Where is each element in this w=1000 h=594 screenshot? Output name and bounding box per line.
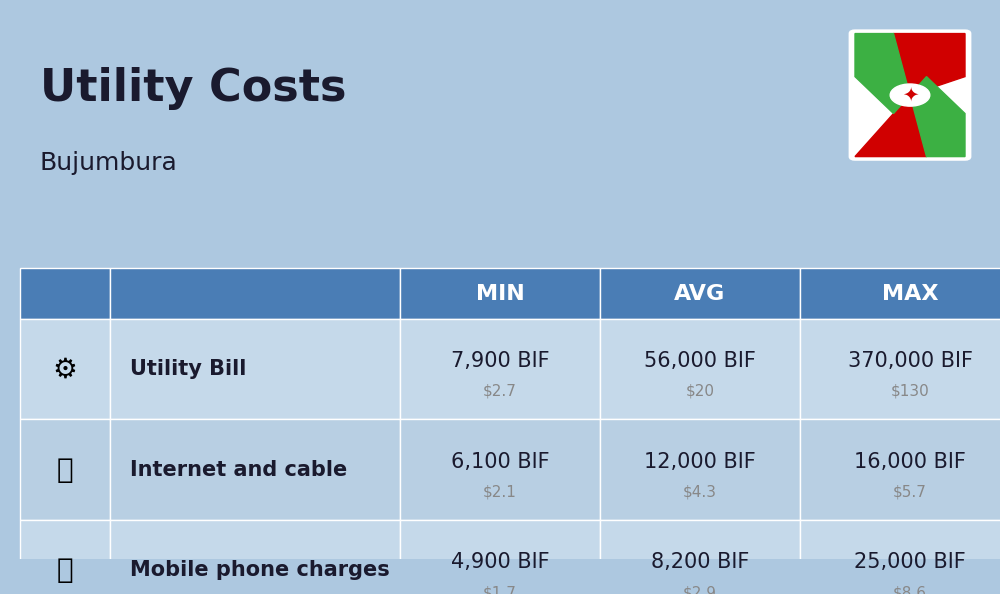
FancyBboxPatch shape xyxy=(400,268,600,319)
Polygon shape xyxy=(910,77,965,157)
Text: Mobile phone charges: Mobile phone charges xyxy=(130,560,390,580)
Text: Internet and cable: Internet and cable xyxy=(130,460,347,480)
FancyBboxPatch shape xyxy=(110,268,400,319)
Circle shape xyxy=(890,84,930,106)
Text: MIN: MIN xyxy=(476,283,524,304)
Text: AVG: AVG xyxy=(674,283,726,304)
Text: $4.3: $4.3 xyxy=(683,485,717,500)
Text: 8,200 BIF: 8,200 BIF xyxy=(651,552,749,573)
Text: Utility Bill: Utility Bill xyxy=(130,359,246,379)
FancyBboxPatch shape xyxy=(800,319,1000,419)
Text: $130: $130 xyxy=(891,384,929,399)
FancyBboxPatch shape xyxy=(20,520,110,594)
FancyBboxPatch shape xyxy=(110,319,400,419)
FancyBboxPatch shape xyxy=(20,319,110,419)
Text: $1.7: $1.7 xyxy=(483,585,517,594)
FancyBboxPatch shape xyxy=(800,419,1000,520)
Text: $2.9: $2.9 xyxy=(683,585,717,594)
Text: 📶: 📶 xyxy=(57,456,73,484)
FancyBboxPatch shape xyxy=(400,520,600,594)
Polygon shape xyxy=(855,33,910,113)
Text: $2.7: $2.7 xyxy=(483,384,517,399)
Text: 370,000 BIF: 370,000 BIF xyxy=(848,351,972,371)
Text: ⚙: ⚙ xyxy=(53,355,77,383)
Polygon shape xyxy=(855,95,926,157)
Text: 📱: 📱 xyxy=(57,557,73,584)
FancyBboxPatch shape xyxy=(800,520,1000,594)
Text: $8.6: $8.6 xyxy=(893,585,927,594)
Text: Utility Costs: Utility Costs xyxy=(40,67,347,110)
FancyBboxPatch shape xyxy=(20,268,110,319)
Text: MAX: MAX xyxy=(882,283,938,304)
FancyBboxPatch shape xyxy=(110,419,400,520)
FancyBboxPatch shape xyxy=(400,319,600,419)
FancyBboxPatch shape xyxy=(600,268,800,319)
FancyBboxPatch shape xyxy=(600,520,800,594)
Polygon shape xyxy=(894,33,965,95)
Text: 16,000 BIF: 16,000 BIF xyxy=(854,451,966,472)
FancyBboxPatch shape xyxy=(850,31,970,159)
Text: $2.1: $2.1 xyxy=(483,485,517,500)
Text: $20: $20 xyxy=(686,384,714,399)
FancyBboxPatch shape xyxy=(800,268,1000,319)
Text: 4,900 BIF: 4,900 BIF xyxy=(451,552,549,573)
Text: Bujumbura: Bujumbura xyxy=(40,151,178,175)
FancyBboxPatch shape xyxy=(400,419,600,520)
Text: 6,100 BIF: 6,100 BIF xyxy=(451,451,549,472)
Text: 25,000 BIF: 25,000 BIF xyxy=(854,552,966,573)
Text: $5.7: $5.7 xyxy=(893,485,927,500)
Text: 12,000 BIF: 12,000 BIF xyxy=(644,451,756,472)
Text: ✦: ✦ xyxy=(902,86,918,105)
FancyBboxPatch shape xyxy=(110,520,400,594)
FancyBboxPatch shape xyxy=(600,319,800,419)
Text: 56,000 BIF: 56,000 BIF xyxy=(644,351,756,371)
FancyBboxPatch shape xyxy=(20,419,110,520)
Text: 7,900 BIF: 7,900 BIF xyxy=(451,351,549,371)
FancyBboxPatch shape xyxy=(600,419,800,520)
